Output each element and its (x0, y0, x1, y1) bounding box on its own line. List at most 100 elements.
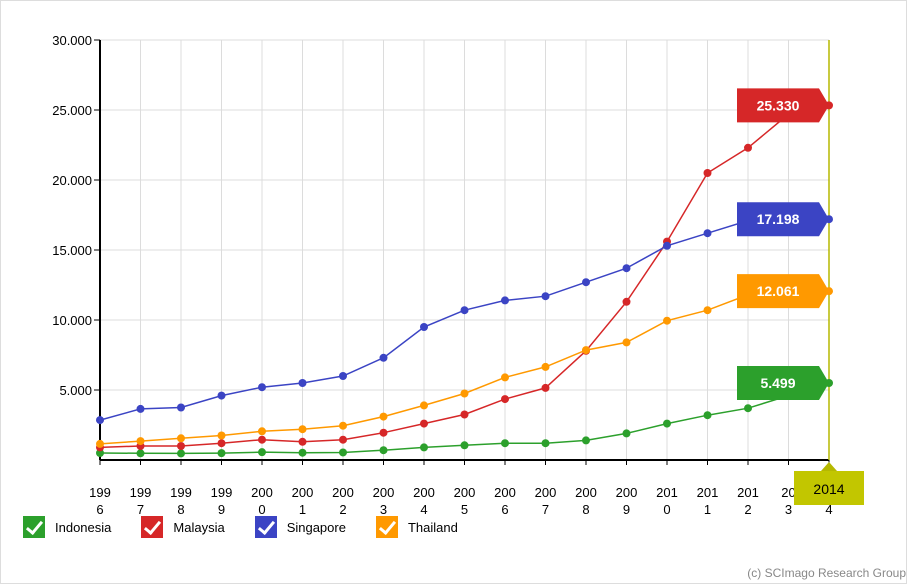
data-point-indonesia (501, 439, 509, 448)
data-point-indonesia (582, 436, 590, 445)
x-tick-label: 6 (501, 502, 508, 517)
y-tick-label: 30.000 (52, 33, 92, 48)
x-tick-label: 9 (218, 502, 225, 517)
x-tick-label: 6 (96, 502, 103, 517)
data-point-singapore (96, 416, 104, 425)
data-point-thailand (622, 338, 631, 347)
data-point-singapore (136, 404, 145, 413)
data-point-singapore (217, 391, 226, 400)
x-tick-label: 200 (292, 485, 314, 500)
data-point-singapore (339, 372, 347, 380)
data-point-malaysia (622, 297, 631, 306)
value-callout-thailand (737, 274, 829, 309)
data-point-indonesia (339, 448, 347, 457)
data-point-malaysia (541, 383, 550, 392)
data-point-indonesia (460, 441, 469, 450)
data-point-malaysia (379, 428, 388, 437)
x-tick-label: 0 (663, 502, 670, 517)
legend-label: Thailand (407, 519, 458, 535)
data-point-thailand (460, 389, 469, 398)
x-tick-label: 200 (332, 485, 354, 500)
data-point-thailand (136, 437, 145, 446)
x-tick-label: 2 (339, 502, 346, 517)
data-point-thailand (663, 316, 671, 325)
y-tick-label: 5.000 (59, 383, 92, 398)
checkbox-checked-icon[interactable] (23, 516, 45, 538)
data-point-singapore (298, 379, 307, 387)
x-tick-label: 3 (380, 502, 387, 517)
data-point-indonesia (744, 404, 752, 413)
x-tick-label: 201 (697, 485, 719, 500)
data-point-malaysia (217, 439, 226, 448)
x-tick-label: 201 (656, 485, 678, 500)
data-point-thailand (703, 306, 712, 315)
data-point-singapore (258, 383, 266, 392)
data-point-thailand (379, 412, 388, 421)
data-point-malaysia (501, 395, 509, 404)
data-point-indonesia (420, 443, 428, 452)
data-point-thailand (258, 427, 266, 436)
x-tick-label: 199 (170, 485, 192, 500)
data-point-singapore (703, 229, 712, 238)
legend-item-indonesia[interactable]: Indonesia (23, 516, 111, 538)
data-point-thailand (298, 425, 307, 434)
data-point-malaysia (258, 435, 266, 444)
data-point-indonesia (217, 449, 226, 458)
data-point-thailand (339, 421, 347, 430)
x-tick-label: 8 (582, 502, 589, 517)
legend-label: Singapore (286, 519, 346, 535)
legend-item-singapore[interactable]: Singapore (254, 516, 346, 538)
data-point-thailand (217, 431, 226, 440)
legend-item-thailand[interactable]: Thailand (375, 516, 458, 538)
value-callout-singapore (737, 202, 829, 237)
checkbox-checked-icon[interactable] (254, 516, 277, 538)
x-tick-label: 200 (494, 485, 516, 500)
x-tick-label: 1 (299, 502, 306, 517)
data-point-malaysia (460, 410, 469, 419)
value-callout-label: 5.499 (760, 375, 795, 391)
data-point-singapore (622, 264, 631, 273)
data-point-indonesia (541, 439, 550, 448)
y-tick-label: 25.000 (52, 103, 92, 118)
value-callout-label: 25.330 (757, 97, 800, 113)
data-point-malaysia (177, 442, 185, 450)
highlight-x-label: 2014 (813, 481, 844, 497)
data-point-indonesia (177, 449, 185, 458)
x-tick-label: 8 (177, 502, 184, 517)
data-point-thailand (501, 373, 509, 382)
x-tick-label: 200 (251, 485, 273, 500)
checkbox-checked-icon[interactable] (141, 516, 164, 538)
x-tick-label: 1 (704, 502, 711, 517)
x-tick-label: 200 (616, 485, 638, 500)
x-tick-label: 201 (737, 485, 759, 500)
data-point-singapore (541, 292, 550, 301)
data-point-indonesia (663, 419, 671, 428)
legend-item-malaysia[interactable]: Malaysia (141, 516, 225, 538)
data-point-indonesia (96, 449, 104, 457)
checkbox-checked-icon[interactable] (375, 516, 398, 538)
data-point-thailand (177, 434, 185, 443)
x-tick-label: 2 (744, 502, 751, 517)
x-tick-label: 5 (461, 502, 468, 517)
data-point-malaysia (703, 169, 712, 177)
x-tick-label: 199 (211, 485, 233, 500)
x-tick-label: 200 (535, 485, 557, 500)
x-tick-label: 200 (454, 485, 476, 500)
x-tick-label: 20 (781, 485, 795, 500)
value-callout-indonesia (737, 366, 829, 401)
x-tick-label: 200 (413, 485, 435, 500)
y-tick-label: 20.000 (52, 173, 92, 188)
x-tick-label: 199 (89, 485, 111, 500)
value-callout-malaysia (737, 88, 829, 123)
data-point-singapore (420, 323, 428, 331)
data-point-indonesia (258, 448, 266, 457)
data-point-indonesia (298, 448, 307, 457)
data-point-thailand (541, 362, 550, 371)
x-tick-label: 4 (420, 502, 427, 517)
data-point-malaysia (298, 437, 307, 446)
x-tick-label: 4 (825, 502, 832, 517)
data-point-singapore (460, 306, 469, 315)
data-point-singapore (177, 403, 185, 412)
